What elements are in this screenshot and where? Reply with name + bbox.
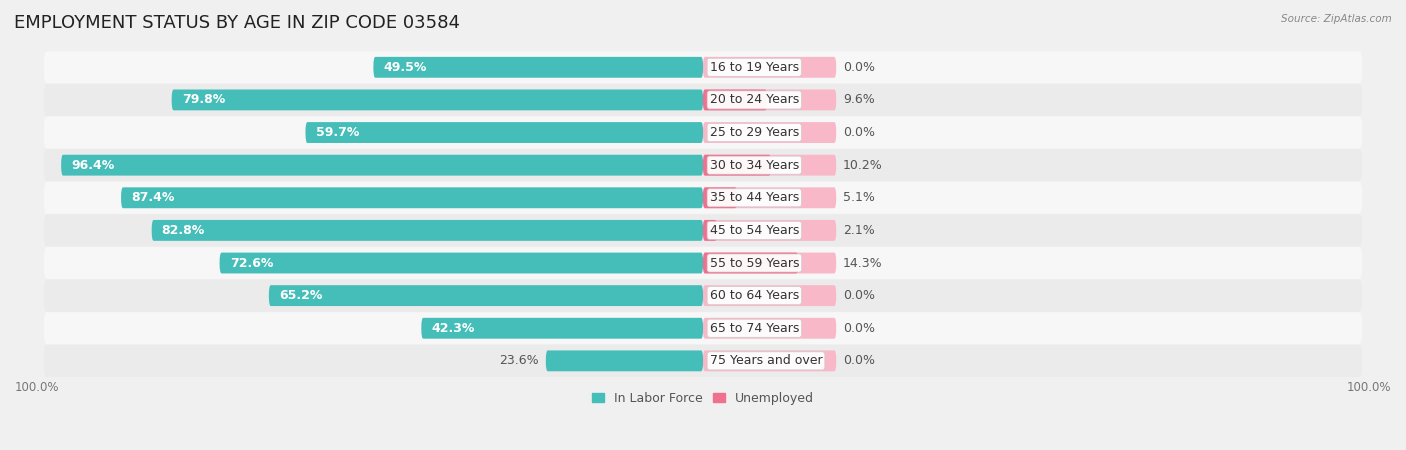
FancyBboxPatch shape bbox=[44, 247, 1362, 279]
Text: 82.8%: 82.8% bbox=[162, 224, 205, 237]
Text: 59.7%: 59.7% bbox=[315, 126, 359, 139]
FancyBboxPatch shape bbox=[374, 57, 703, 78]
Text: 14.3%: 14.3% bbox=[842, 256, 883, 270]
FancyBboxPatch shape bbox=[172, 90, 703, 110]
Text: 65.2%: 65.2% bbox=[278, 289, 322, 302]
Text: Source: ZipAtlas.com: Source: ZipAtlas.com bbox=[1281, 14, 1392, 23]
FancyBboxPatch shape bbox=[703, 90, 768, 110]
Text: 35 to 44 Years: 35 to 44 Years bbox=[710, 191, 799, 204]
Text: 10.2%: 10.2% bbox=[842, 159, 883, 171]
Text: 0.0%: 0.0% bbox=[842, 289, 875, 302]
FancyBboxPatch shape bbox=[60, 155, 703, 176]
FancyBboxPatch shape bbox=[44, 182, 1362, 214]
FancyBboxPatch shape bbox=[44, 214, 1362, 247]
Text: 30 to 34 Years: 30 to 34 Years bbox=[710, 159, 799, 171]
Text: 9.6%: 9.6% bbox=[842, 94, 875, 107]
FancyBboxPatch shape bbox=[546, 351, 703, 371]
Text: EMPLOYMENT STATUS BY AGE IN ZIP CODE 03584: EMPLOYMENT STATUS BY AGE IN ZIP CODE 035… bbox=[14, 14, 460, 32]
Text: 75 Years and over: 75 Years and over bbox=[710, 354, 823, 367]
Text: 0.0%: 0.0% bbox=[842, 322, 875, 335]
Text: 5.1%: 5.1% bbox=[842, 191, 875, 204]
FancyBboxPatch shape bbox=[703, 252, 837, 274]
FancyBboxPatch shape bbox=[44, 51, 1362, 83]
FancyBboxPatch shape bbox=[44, 345, 1362, 377]
FancyBboxPatch shape bbox=[703, 220, 837, 241]
Text: 2.1%: 2.1% bbox=[842, 224, 875, 237]
FancyBboxPatch shape bbox=[703, 220, 717, 241]
FancyBboxPatch shape bbox=[44, 149, 1362, 181]
FancyBboxPatch shape bbox=[269, 285, 703, 306]
FancyBboxPatch shape bbox=[219, 252, 703, 274]
Text: 72.6%: 72.6% bbox=[229, 256, 273, 270]
FancyBboxPatch shape bbox=[703, 285, 837, 306]
Text: 96.4%: 96.4% bbox=[72, 159, 114, 171]
FancyBboxPatch shape bbox=[44, 279, 1362, 311]
Text: 60 to 64 Years: 60 to 64 Years bbox=[710, 289, 799, 302]
FancyBboxPatch shape bbox=[703, 351, 837, 371]
FancyBboxPatch shape bbox=[121, 187, 703, 208]
FancyBboxPatch shape bbox=[703, 90, 837, 110]
FancyBboxPatch shape bbox=[703, 155, 837, 176]
Text: 0.0%: 0.0% bbox=[842, 126, 875, 139]
FancyBboxPatch shape bbox=[703, 155, 770, 176]
Text: 20 to 24 Years: 20 to 24 Years bbox=[710, 94, 799, 107]
Text: 65 to 74 Years: 65 to 74 Years bbox=[710, 322, 799, 335]
FancyBboxPatch shape bbox=[703, 318, 837, 339]
Text: 45 to 54 Years: 45 to 54 Years bbox=[710, 224, 799, 237]
Text: 16 to 19 Years: 16 to 19 Years bbox=[710, 61, 799, 74]
FancyBboxPatch shape bbox=[44, 84, 1362, 116]
FancyBboxPatch shape bbox=[422, 318, 703, 339]
FancyBboxPatch shape bbox=[703, 252, 799, 274]
FancyBboxPatch shape bbox=[703, 122, 837, 143]
FancyBboxPatch shape bbox=[703, 187, 837, 208]
Text: 42.3%: 42.3% bbox=[432, 322, 475, 335]
Text: 25 to 29 Years: 25 to 29 Years bbox=[710, 126, 799, 139]
Text: 23.6%: 23.6% bbox=[499, 354, 540, 367]
Text: 79.8%: 79.8% bbox=[181, 94, 225, 107]
FancyBboxPatch shape bbox=[305, 122, 703, 143]
FancyBboxPatch shape bbox=[44, 117, 1362, 148]
FancyBboxPatch shape bbox=[44, 312, 1362, 344]
Legend: In Labor Force, Unemployed: In Labor Force, Unemployed bbox=[586, 387, 820, 410]
FancyBboxPatch shape bbox=[703, 57, 837, 78]
FancyBboxPatch shape bbox=[152, 220, 703, 241]
Text: 87.4%: 87.4% bbox=[131, 191, 174, 204]
Text: 55 to 59 Years: 55 to 59 Years bbox=[710, 256, 799, 270]
Text: 0.0%: 0.0% bbox=[842, 354, 875, 367]
Text: 49.5%: 49.5% bbox=[384, 61, 427, 74]
Text: 0.0%: 0.0% bbox=[842, 61, 875, 74]
FancyBboxPatch shape bbox=[703, 187, 737, 208]
